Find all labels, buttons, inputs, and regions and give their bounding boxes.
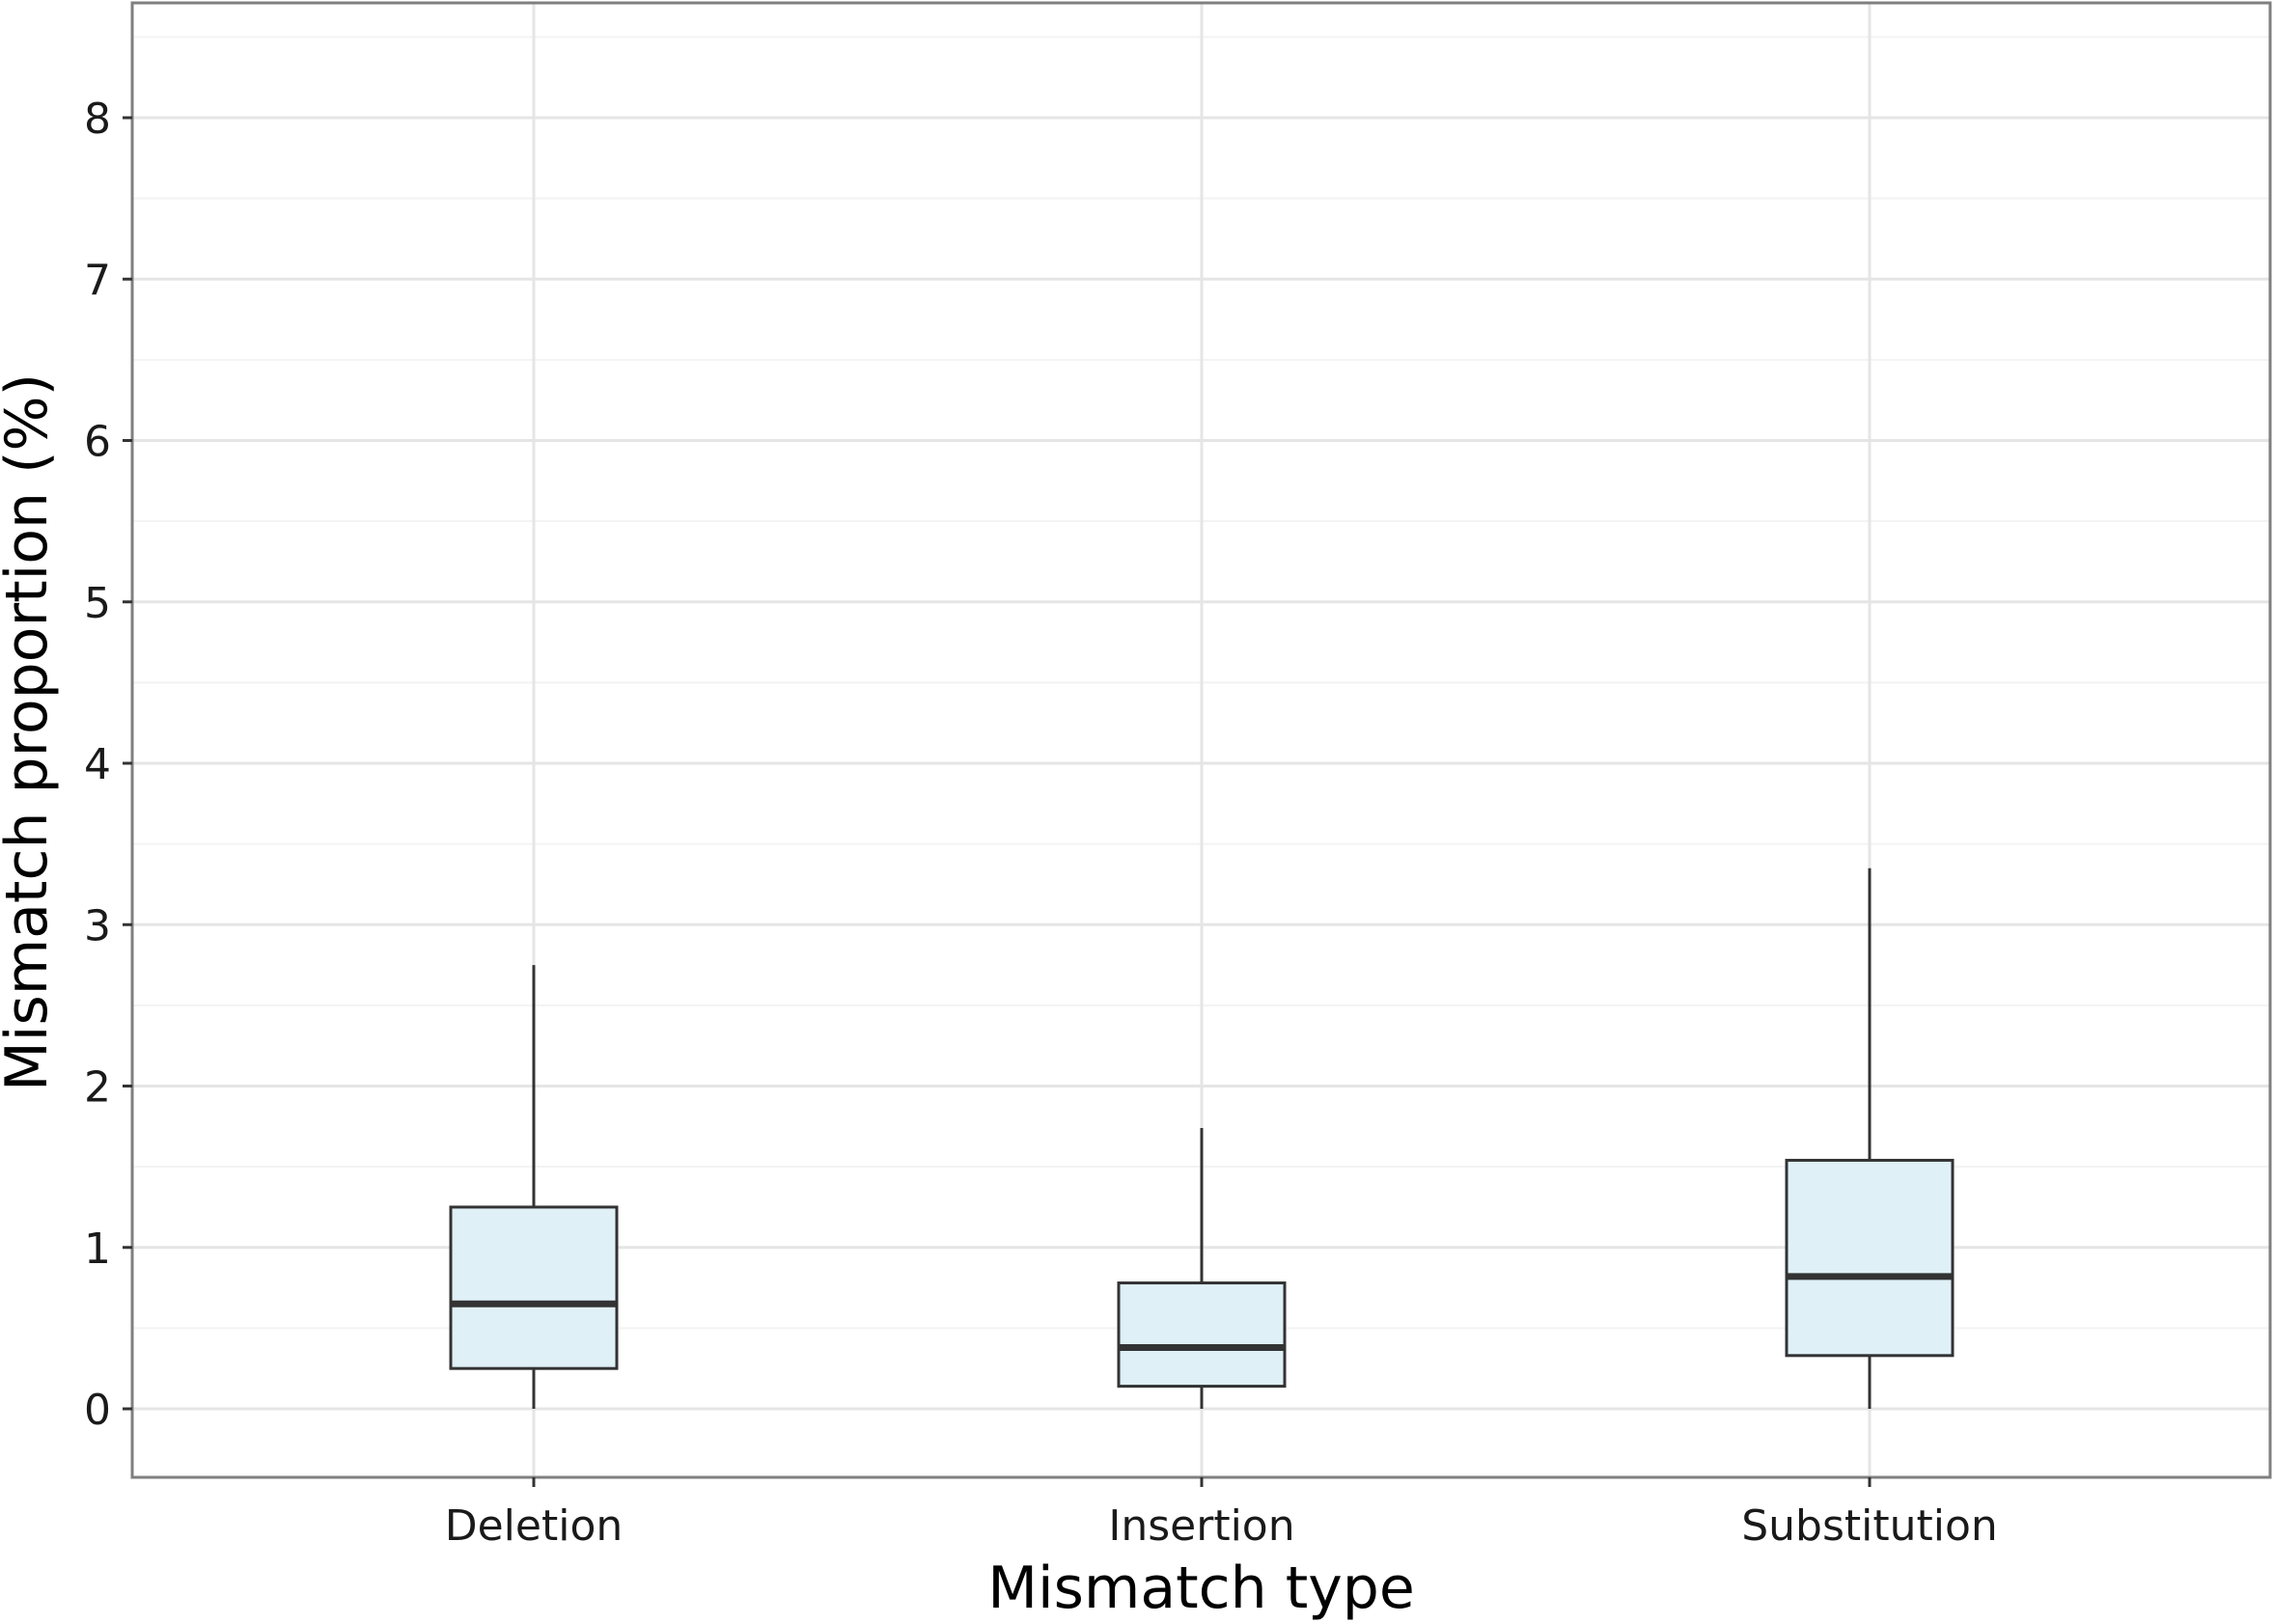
boxplots (449, 867, 1955, 1409)
x-tick-label: Substitution (1741, 1501, 1998, 1551)
x-tick-label: Insertion (1108, 1501, 1294, 1551)
iqr-box (449, 1205, 619, 1370)
y-tick-label: 6 (84, 418, 111, 467)
box-substitution (1785, 867, 1955, 1409)
axis-ticks: 0 1 2 3 4 5 6 7 8 Deletion Insertion Substitution (84, 95, 1998, 1551)
y-tick-label: 2 (84, 1063, 111, 1113)
iqr-box (1117, 1281, 1287, 1389)
y-tick-label: 1 (84, 1225, 111, 1274)
y-tick-label: 7 (84, 256, 111, 305)
x-axis-title: Mismatch type (987, 1555, 1415, 1622)
iqr-box (1785, 1158, 1955, 1358)
box-deletion (449, 965, 619, 1409)
y-tick-label: 5 (84, 579, 111, 628)
y-tick-label: 8 (84, 95, 111, 144)
y-axis-title: Mismatch proportion (%) (0, 373, 61, 1091)
y-tick-label: 3 (84, 901, 111, 950)
y-tick-label: 4 (84, 740, 111, 789)
box-insertion (1117, 1127, 1287, 1409)
y-tick-label: 0 (84, 1386, 111, 1435)
x-tick-label: Deletion (445, 1501, 624, 1551)
